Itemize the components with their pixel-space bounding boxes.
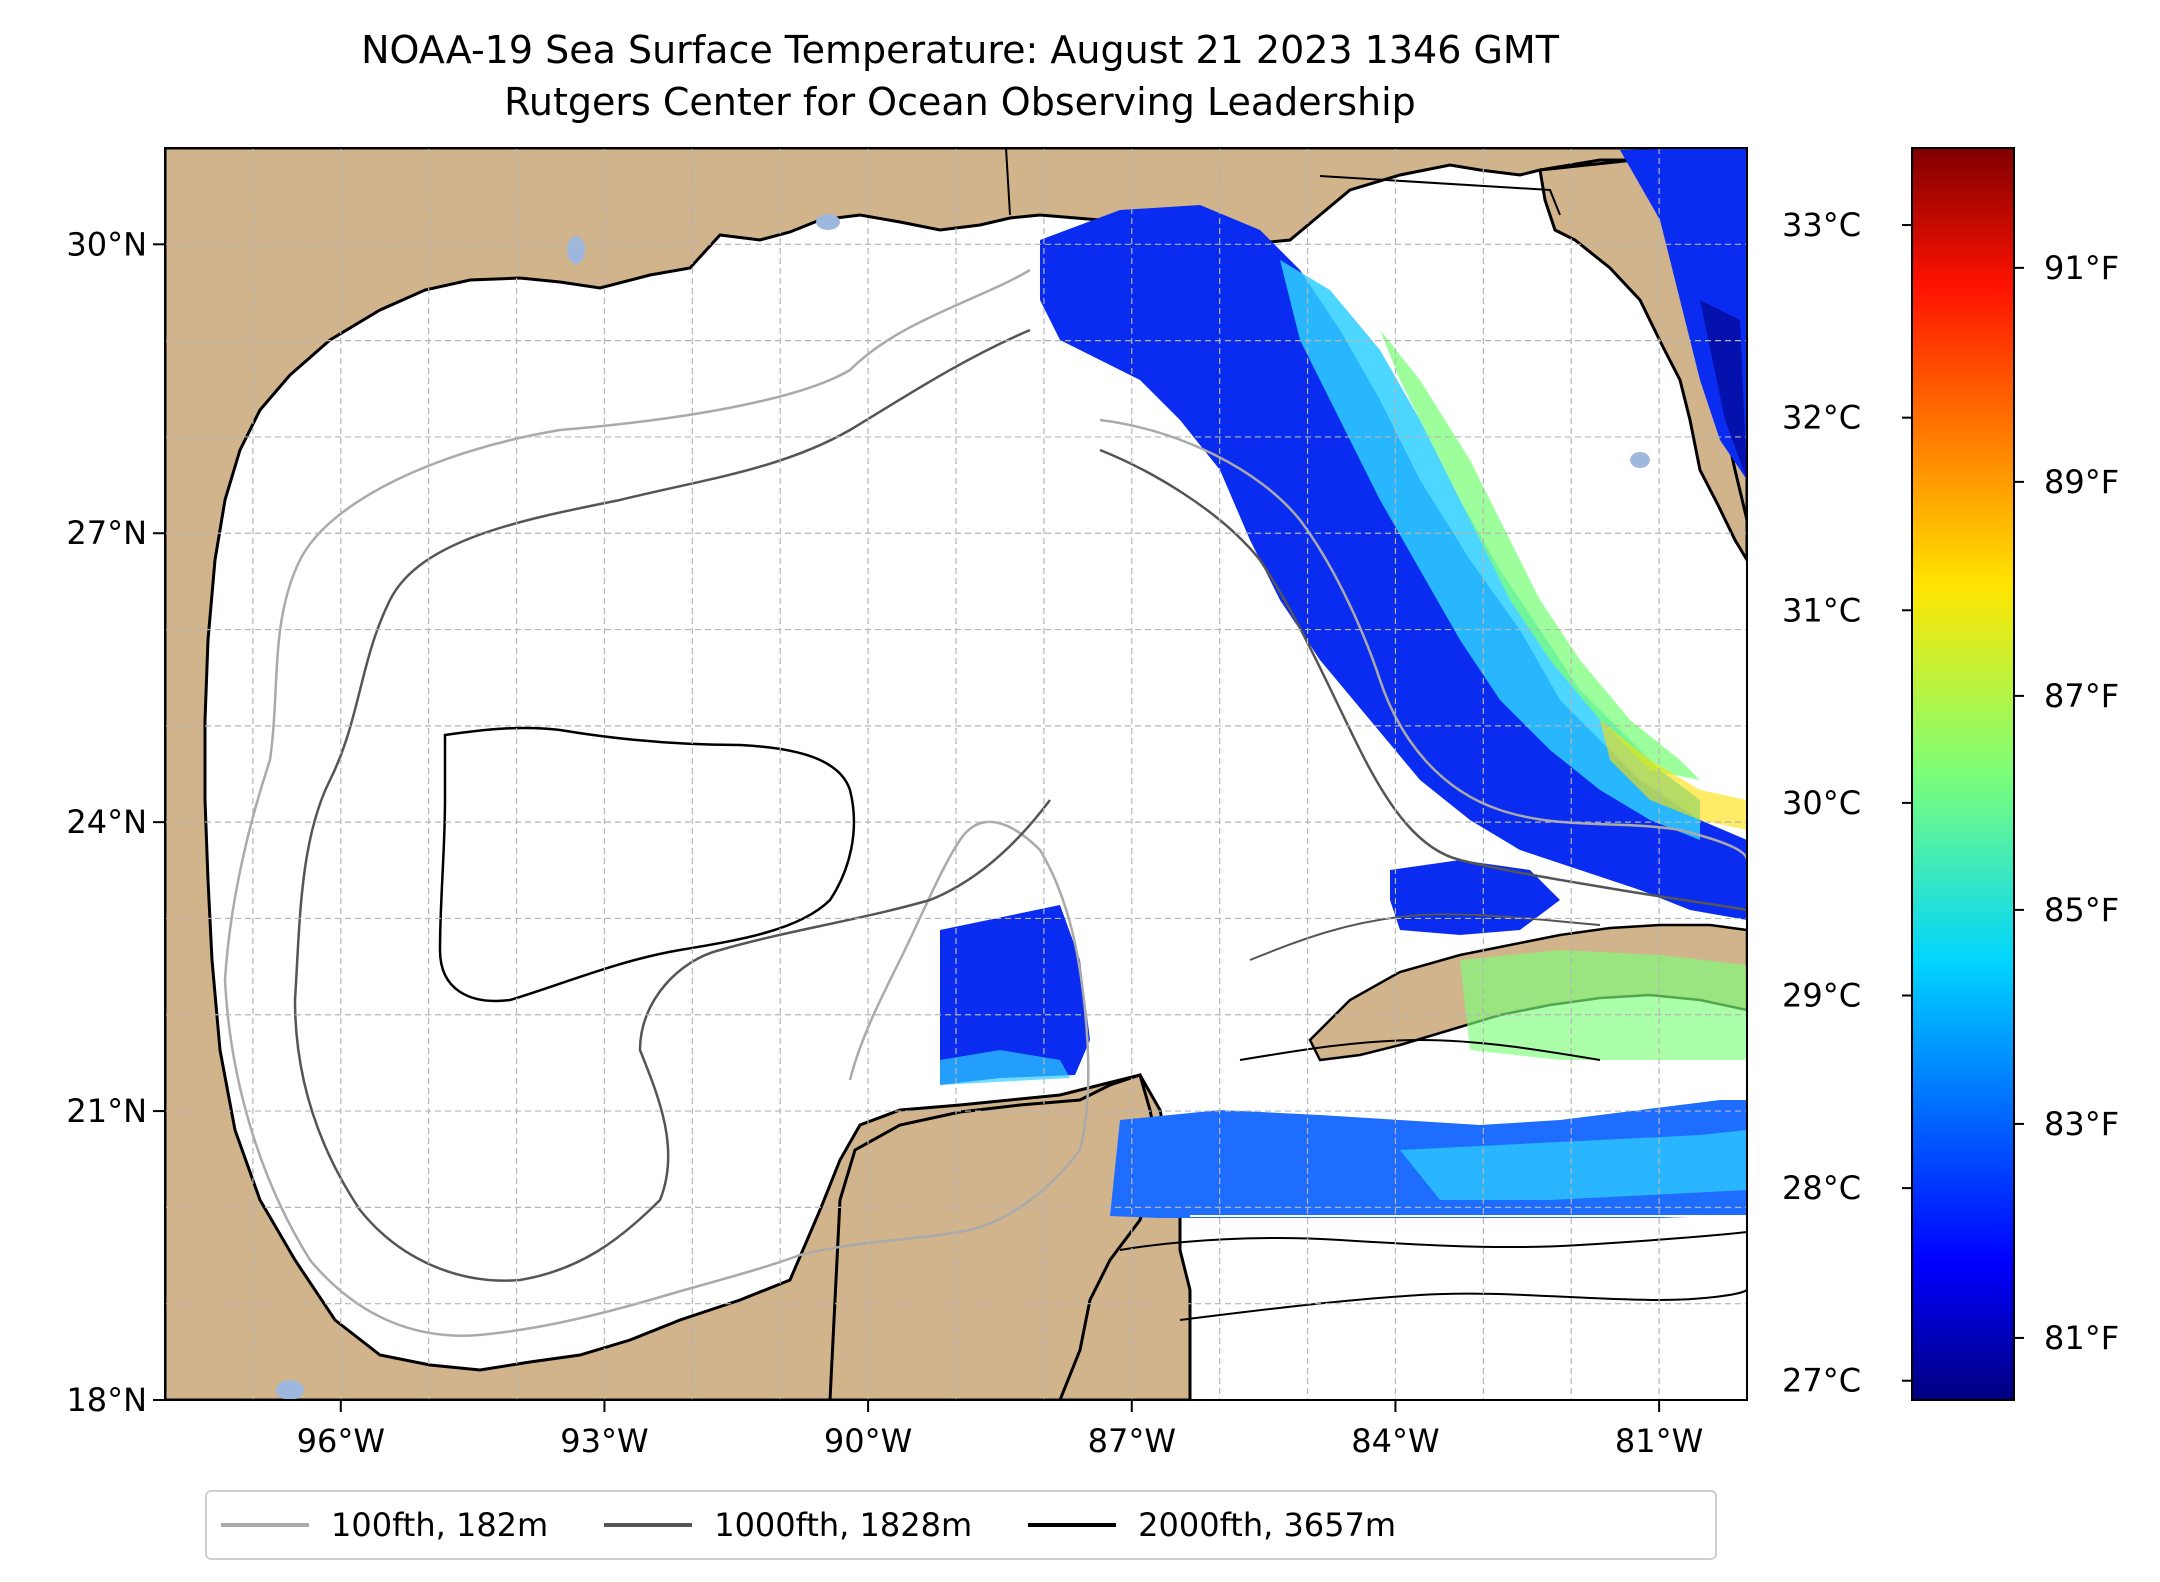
colorbar-fahrenheit-label: 87°F (2044, 677, 2119, 715)
colorbar-celsius-label: 33°C (1782, 206, 1861, 244)
colorbar-celsius-label: 28°C (1782, 1169, 1861, 1207)
legend-label: 100fth, 182m (331, 1506, 549, 1544)
legend-item: 2000fth, 3657m (1028, 1506, 1396, 1544)
lake (567, 236, 585, 264)
colorbar-fahrenheit-label: 85°F (2044, 891, 2119, 929)
legend-label: 2000fth, 3657m (1138, 1506, 1397, 1544)
y-tick-label: 24°N (66, 803, 147, 841)
x-tick-label: 84°W (1351, 1422, 1439, 1460)
x-tick-label: 87°W (1088, 1422, 1176, 1460)
lake (1630, 452, 1650, 468)
y-tick-label: 30°N (66, 225, 147, 263)
x-tick-label: 90°W (824, 1422, 912, 1460)
x-tick-label: 96°W (297, 1422, 385, 1460)
y-tick-label: 27°N (66, 514, 147, 552)
x-tick-label: 81°W (1615, 1422, 1703, 1460)
lake (276, 1380, 304, 1400)
map-title: NOAA-19 Sea Surface Temperature: August … (361, 28, 1559, 72)
colorbar-fahrenheit-label: 89°F (2044, 463, 2119, 501)
y-tick-label: 21°N (66, 1092, 147, 1130)
colorbar-fahrenheit-axis: 81°F 83°F 85°F 87°F 89°F 91°F (2014, 249, 2119, 1357)
legend-item: 100fth, 182m (221, 1506, 548, 1544)
colorbar-fahrenheit-label: 81°F (2044, 1319, 2119, 1357)
legend-line-swatch (604, 1523, 693, 1527)
map-border (164, 147, 1748, 1401)
land-yucatan (828, 1073, 1162, 1400)
colorbar-bar (1911, 147, 2015, 1401)
colorbar-celsius-axis: 27°C 28°C 29°C 30°C 31°C 32°C 33°C (1782, 206, 1912, 1400)
colorbar-fahrenheit-label: 83°F (2044, 1105, 2119, 1143)
colorbar-celsius-label: 31°C (1782, 591, 1861, 629)
legend: 100fth, 182m 1000fth, 1828m 2000fth, 3657m (205, 1490, 1717, 1560)
map-subtitle: Rutgers Center for Ocean Observing Leade… (504, 80, 1416, 124)
legend-line-swatch (1028, 1523, 1117, 1527)
legend-item: 1000fth, 1828m (604, 1506, 972, 1544)
state-border (1005, 148, 1011, 216)
colorbar-celsius-label: 30°C (1782, 784, 1861, 822)
gridlines (165, 148, 1748, 1400)
lake (816, 214, 840, 230)
colorbar-celsius-label: 27°C (1782, 1362, 1861, 1400)
axis-ticks: 96°W 93°W 90°W 87°W 84°W 81°W 30°N 27°N 24°N 21°N… (66, 225, 1703, 1460)
x-tick-label: 93°W (560, 1422, 648, 1460)
colorbar-celsius-label: 29°C (1782, 977, 1861, 1015)
state-border (1319, 175, 1561, 216)
legend-label: 1000fth, 1828m (714, 1506, 973, 1544)
colorbar-celsius-label: 32°C (1782, 399, 1861, 437)
sst-data-layer (940, 148, 1747, 1218)
y-tick-label: 18°N (66, 1381, 147, 1419)
colorbar-fahrenheit-label: 91°F (2044, 249, 2119, 287)
legend-line-swatch (221, 1523, 309, 1527)
